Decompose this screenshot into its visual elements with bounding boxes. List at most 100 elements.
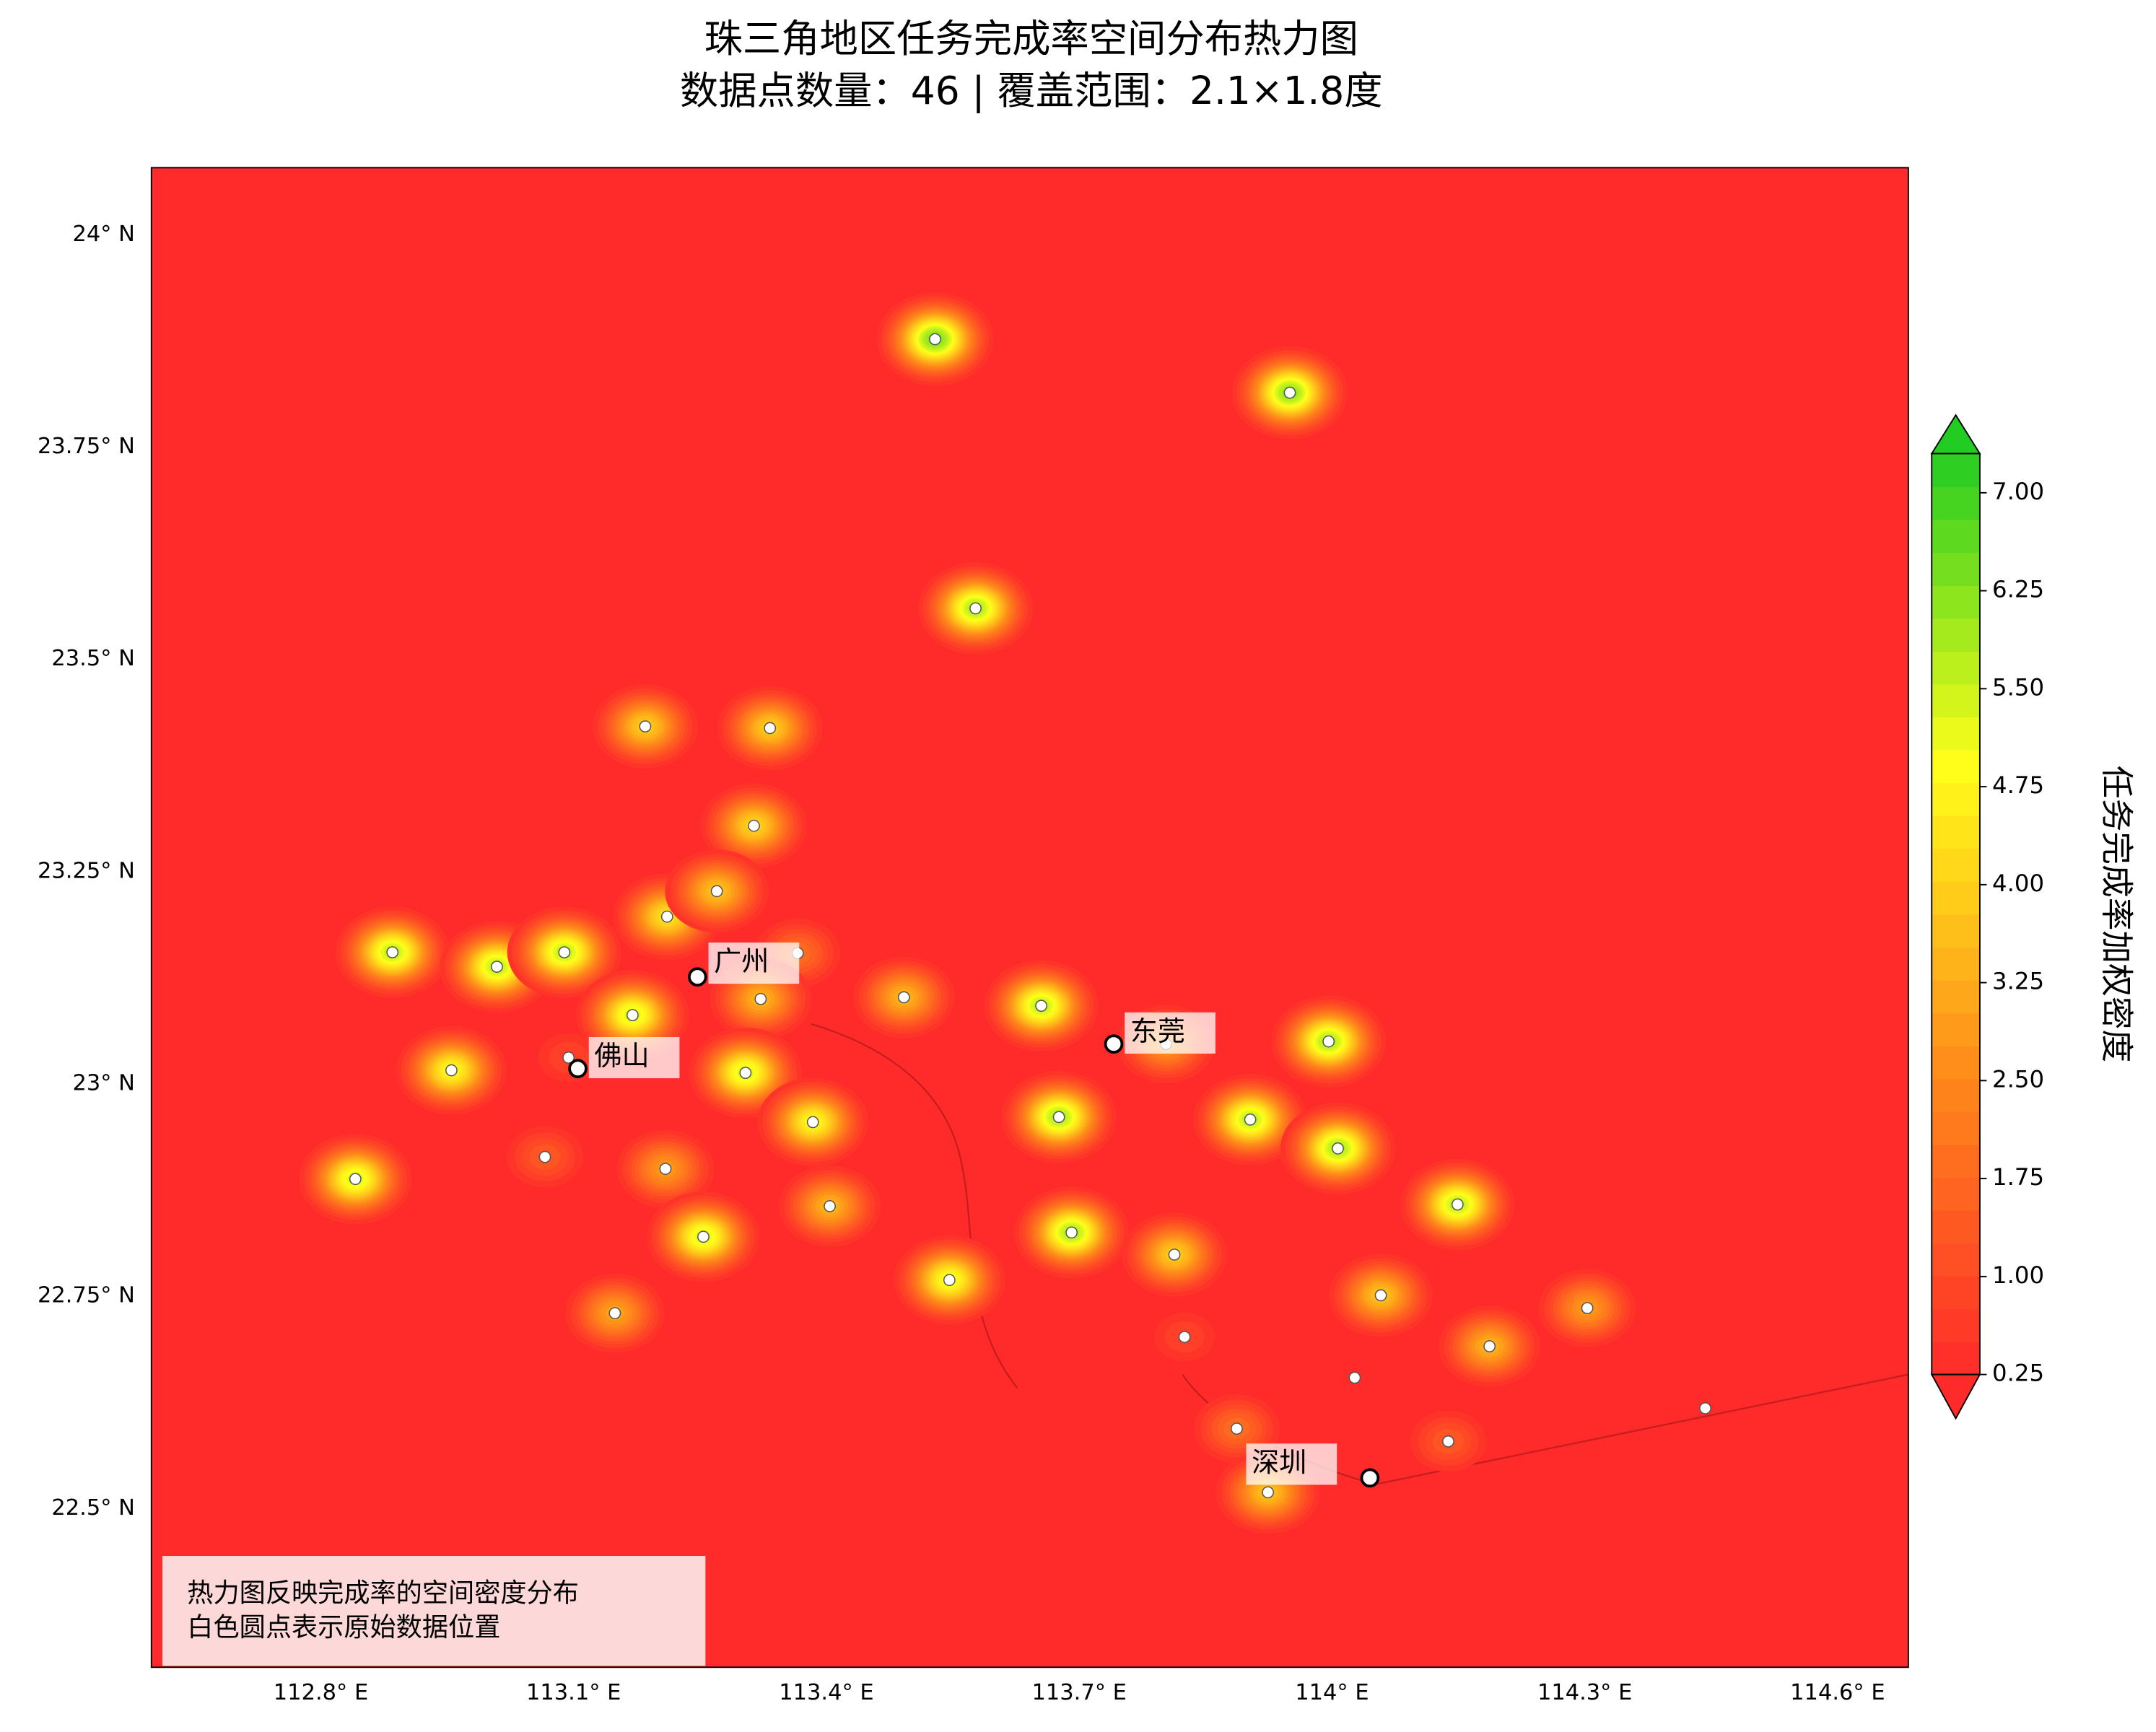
colorbar-segment [1932,453,1980,488]
colorbar-tick-label: 2.50 [1992,1065,2044,1093]
data-point [1065,1226,1078,1239]
colorbar-segment [1932,717,1980,751]
colorbar-tick-label: 5.50 [1992,673,2044,701]
city-marker [568,1059,588,1079]
colorbar-segment [1932,486,1980,520]
colorbar-segment [1932,1012,1980,1046]
data-point [608,1307,621,1320]
data-point [1244,1113,1257,1126]
data-point [1451,1198,1464,1211]
data-point [697,1230,710,1243]
data-point [659,1163,672,1175]
data-point [1322,1035,1335,1048]
y-tick-label: 23.75° N [38,434,135,459]
city-marker [1360,1468,1380,1488]
colorbar-segment [1932,914,1980,948]
data-point [1178,1331,1191,1343]
colorbar-segment [1932,1308,1980,1342]
x-tick-label: 112.8° E [274,1680,368,1705]
data-point [1348,1371,1361,1384]
data-point [943,1274,956,1287]
data-point [1231,1422,1243,1435]
data-point [558,946,571,958]
note-text: 白色圆点表示原始数据位置 [187,1611,500,1643]
heatmap-background [151,167,1908,1668]
colorbar-segment [1932,1111,1980,1145]
data-point [1483,1340,1496,1352]
colorbar-segment [1932,782,1980,816]
data-point [349,1173,362,1186]
city-label: 深圳 [1252,1446,1306,1478]
data-point [1262,1486,1275,1499]
data-point [1442,1435,1454,1448]
colorbar-segment [1932,1243,1980,1277]
colorbar-segment [1932,1342,1980,1375]
note-text: 热力图反映完成率的空间密度分布 [187,1577,579,1608]
data-point [1332,1142,1344,1155]
plot-frame [150,167,1909,1668]
colorbar-extend-low [1930,1373,1981,1420]
data-point [929,333,941,346]
x-tick-label: 113.1° E [526,1680,621,1705]
data-point [639,720,652,732]
colorbar-tick-label: 4.00 [1992,870,2044,897]
data-point [445,1064,458,1077]
colorbar-segment [1932,947,1980,981]
data-point [1035,1000,1047,1012]
data-point [710,885,723,898]
city-label: 广州 [714,945,769,977]
y-tick-label: 22.5° N [51,1495,135,1521]
colorbar-segment [1932,979,1980,1014]
colorbar-segment [1932,1275,1980,1310]
data-point [739,1067,752,1080]
data-point [806,1116,819,1129]
city-label-box [708,942,800,984]
data-point [969,602,982,615]
data-point [764,722,777,735]
colorbar-tick-label: 0.25 [1992,1360,2044,1387]
data-point [562,1051,575,1064]
y-tick-label: 24° N [72,222,134,247]
colorbar-tick-label: 7.00 [1992,478,2044,505]
data-point [754,992,767,1005]
x-tick-label: 114.3° E [1537,1680,1632,1705]
colorbar-segment [1932,683,1980,718]
y-tick-label: 23° N [72,1070,134,1095]
y-tick-label: 23.5° N [51,646,135,671]
x-tick-label: 113.7° E [1031,1680,1126,1705]
data-point [627,1009,639,1022]
chart-title: 珠三角地区任务完成率空间分布热力图 [704,17,1358,61]
colorbar-segment [1932,749,1980,784]
y-tick-label: 22.75° N [38,1283,135,1308]
city-marker [687,967,707,987]
colorbar-segment [1932,1045,1980,1080]
data-point [386,946,399,958]
data-point [1168,1248,1181,1261]
colorbar-segment [1932,1144,1980,1178]
city-label-box [1125,1012,1216,1054]
city-label-box [1246,1443,1337,1485]
colorbar-segment [1932,1177,1980,1211]
x-tick-label: 113.4° E [779,1680,873,1705]
data-point [897,991,910,1004]
colorbar-label: 任务完成率加权密度 [2098,766,2136,1062]
colorbar-segment [1932,815,1980,849]
colorbar-extend-high [1930,414,1981,455]
colorbar-segment [1932,618,1980,652]
colorbar-segment [1932,1210,1980,1244]
colorbar-tick-label: 4.75 [1992,771,2044,799]
colorbar-tick-label: 1.75 [1992,1163,2044,1191]
data-point [660,910,673,923]
data-point [1283,386,1296,399]
data-point [1699,1402,1711,1414]
colorbar-frame [1931,452,1981,1375]
colorbar-tick-label: 6.25 [1992,576,2044,603]
city-label-box [588,1036,680,1079]
data-point [824,1200,836,1212]
data-point [748,819,760,832]
city-marker [1104,1034,1124,1054]
data-point [1581,1302,1594,1314]
data-point [1052,1111,1065,1124]
colorbar-segment [1932,650,1980,685]
